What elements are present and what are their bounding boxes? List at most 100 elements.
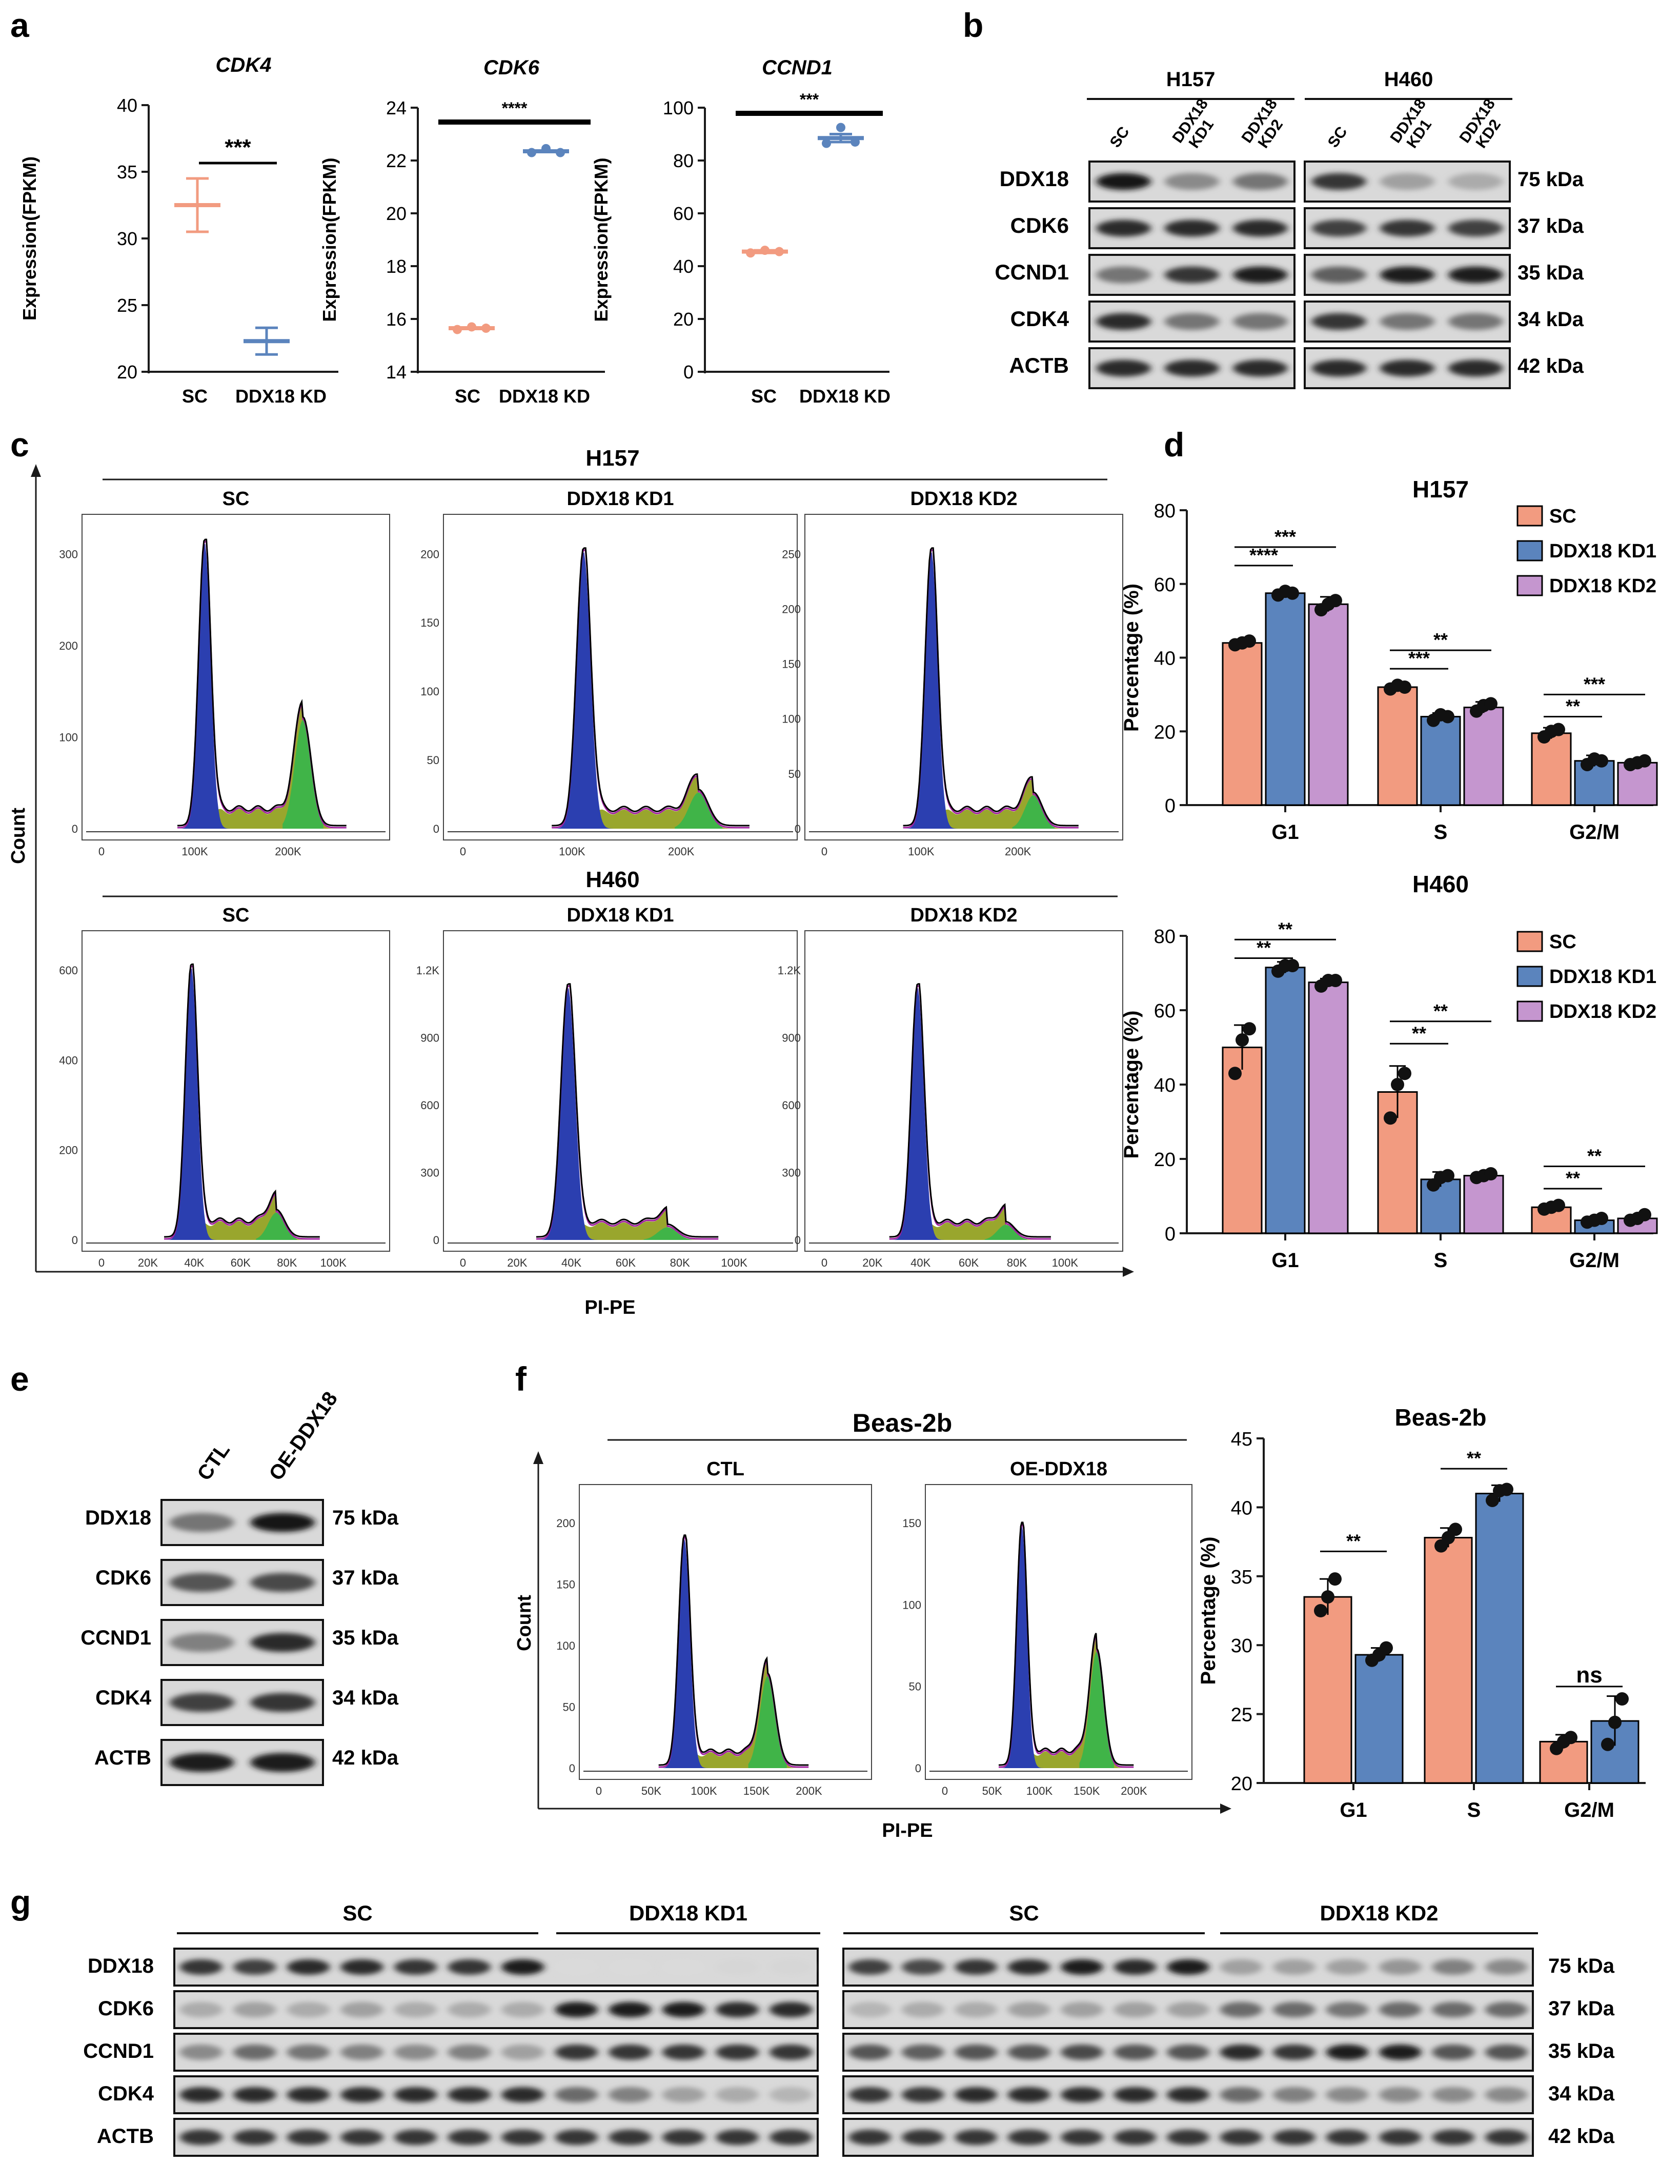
histogram-y-tick: 100 <box>59 731 78 744</box>
blot-row-label: ACTB <box>97 2125 154 2148</box>
blot-band <box>769 2001 813 2018</box>
x-tick-label: G1 <box>1340 1799 1367 1821</box>
chart-title: Beas-2b <box>1395 1404 1487 1431</box>
blot-band <box>1326 2087 1369 2103</box>
histogram-y-tick: 150 <box>902 1517 921 1530</box>
histogram-y-tick: 400 <box>59 1054 78 1067</box>
data-point <box>851 137 860 147</box>
blot-band <box>555 2001 598 2018</box>
blot-band <box>1007 2001 1050 2018</box>
blot-band <box>1007 2087 1050 2103</box>
blot-row-label: DDX18 <box>88 1955 154 1977</box>
histogram-frame <box>443 514 798 840</box>
data-point <box>1236 1033 1249 1047</box>
histogram-fit-line <box>903 549 1079 829</box>
histogram-x-tick: 80K <box>1007 1256 1027 1269</box>
c-count-label: Count <box>8 808 29 864</box>
y-tick-label: 35 <box>1231 1567 1252 1588</box>
blot-band <box>1167 2129 1209 2146</box>
legend-label-sc: SC <box>1549 506 1576 527</box>
histogram-ddx18-kd2: DDX18 KD2 0 100K 200K 0 50 100 150 200 250 <box>782 488 1123 858</box>
histogram-outline <box>177 538 347 827</box>
blot-band <box>250 1573 315 1592</box>
blot-band <box>955 2001 998 2018</box>
histogram-outline <box>889 983 1051 1238</box>
histogram-g2-peak <box>1079 1651 1114 1768</box>
blot-strip-left-actb <box>173 2118 819 2157</box>
bar-ddx18-kd2-s <box>1463 707 1504 806</box>
blot-lane-label: SC <box>1325 124 1351 151</box>
blot-band <box>1167 1959 1209 1975</box>
significance-label: ** <box>1278 918 1292 939</box>
significance-label: ** <box>1433 629 1448 650</box>
blot-band <box>233 2129 276 2146</box>
y-axis-label: Percentage (%) <box>1120 584 1143 732</box>
histogram-frame <box>804 930 1123 1252</box>
histogram-y-tick: 200 <box>420 548 439 560</box>
bar-ddx18-kd1-g2-m <box>1574 760 1615 806</box>
x-tick-label: G2/M <box>1569 821 1620 844</box>
chart-title: H157 <box>1412 476 1469 503</box>
data-point <box>1329 594 1342 608</box>
histogram-y-tick: 150 <box>556 1578 575 1591</box>
significance-label: ** <box>1566 696 1580 717</box>
blot-row-label: CCND1 <box>83 2040 154 2062</box>
blot-row-label: DDX18 <box>1000 167 1069 191</box>
data-point <box>836 123 845 132</box>
flow-cytometry-f: Beas-2b Count PI-PE CTL 0 50K 100K 150K 200K 0… <box>514 1409 1231 1841</box>
blot-kda-label: 35 kDa <box>1548 2040 1615 2062</box>
histogram-y-tick: 50 <box>427 754 439 767</box>
blot-band <box>662 1959 705 1975</box>
significance-label: ** <box>1412 1023 1426 1044</box>
blot-band <box>1007 2129 1050 2146</box>
blot-band <box>609 1959 652 1975</box>
histogram-y-tick: 300 <box>420 1166 439 1179</box>
histogram-x-tick: 0 <box>821 845 827 858</box>
blot-band <box>1114 2087 1157 2103</box>
data-point <box>1595 754 1608 768</box>
histogram-g1-peak <box>536 988 719 1240</box>
data-point <box>1552 1198 1565 1212</box>
x-tick-label: G1 <box>1271 1249 1299 1272</box>
y-tick-label: 100 <box>663 97 694 118</box>
blot-band <box>287 2044 330 2060</box>
blot-band <box>1448 173 1503 190</box>
blot-band <box>1233 173 1288 190</box>
y-tick-label: 0 <box>1165 795 1176 817</box>
data-point <box>467 322 476 332</box>
blot-band <box>501 2044 544 2060</box>
chart-cdk4-expression: CDK4 20 25 30 35 40 Expression(FPKM) SC DDX18 KD… <box>19 54 338 407</box>
y-tick-label: 45 <box>1231 1429 1252 1450</box>
y-tick-label: 35 <box>117 162 137 183</box>
blot-kda-label: 75 kDa <box>1517 168 1584 191</box>
blot-strip-h157-actb <box>1088 347 1296 389</box>
blot-band <box>769 2087 813 2103</box>
blot-band <box>1096 173 1151 190</box>
histogram-title: DDX18 KD2 <box>910 905 1017 926</box>
histogram-x-tick: 150K <box>743 1785 770 1797</box>
blot-band <box>501 2001 544 2018</box>
blot-band <box>1326 1959 1369 1975</box>
histogram-frame <box>82 514 390 840</box>
histogram-y-tick: 900 <box>782 1031 801 1044</box>
blot-band <box>340 2087 383 2103</box>
histogram-g1-peak <box>889 988 1051 1240</box>
data-point <box>822 138 831 148</box>
significance-label: ** <box>1346 1530 1361 1551</box>
blot-band <box>169 1633 234 1652</box>
blot-band <box>1233 266 1288 284</box>
blot-band <box>340 2044 383 2060</box>
blot-band <box>901 2001 944 2018</box>
blot-strip-frame <box>173 1948 819 1987</box>
data-point <box>1286 959 1299 972</box>
blot-band <box>848 2044 892 2060</box>
data-point <box>556 148 565 157</box>
blot-kda-label: 42 kDa <box>332 1747 399 1769</box>
blot-band <box>1379 2044 1422 2060</box>
y-tick-label: 40 <box>1154 648 1176 670</box>
histogram-y-tick: 100 <box>556 1639 575 1652</box>
blot-band <box>1485 2087 1528 2103</box>
blot-strip-h157-cdk4 <box>1088 300 1296 343</box>
histogram-y-tick: 0 <box>72 1234 78 1247</box>
blot-band <box>250 1513 315 1532</box>
